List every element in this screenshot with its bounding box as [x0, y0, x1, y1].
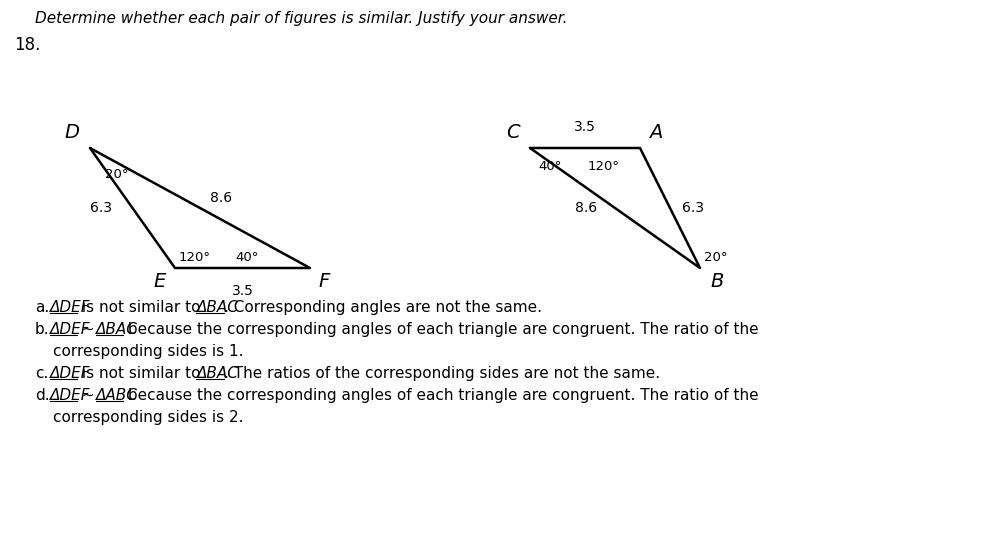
Text: $E$: $E$	[152, 272, 166, 291]
Text: ΔBAC: ΔBAC	[197, 300, 238, 315]
Text: 20°: 20°	[703, 251, 727, 264]
Text: ΔBAC: ΔBAC	[197, 366, 238, 381]
Text: . Corresponding angles are not the same.: . Corresponding angles are not the same.	[224, 300, 542, 315]
Text: 8.6: 8.6	[575, 201, 597, 215]
Text: 3.5: 3.5	[232, 284, 253, 298]
Text: corresponding sides is 2.: corresponding sides is 2.	[53, 410, 244, 425]
Text: ΔDEF: ΔDEF	[49, 322, 90, 337]
Text: . The ratios of the corresponding sides are not the same.: . The ratios of the corresponding sides …	[224, 366, 659, 381]
Text: corresponding sides is 1.: corresponding sides is 1.	[53, 344, 244, 359]
Text: $A$: $A$	[647, 123, 662, 142]
Text: d.: d.	[35, 388, 49, 403]
Text: ΔDEF: ΔDEF	[49, 366, 90, 381]
Text: ∼: ∼	[76, 322, 99, 337]
Text: 40°: 40°	[235, 251, 258, 264]
Text: 6.3: 6.3	[90, 201, 112, 215]
Text: 40°: 40°	[538, 160, 561, 173]
Text: 3.5: 3.5	[574, 120, 596, 134]
Text: is not similar to: is not similar to	[76, 366, 205, 381]
Text: ∼: ∼	[76, 388, 99, 403]
Text: b.: b.	[35, 322, 49, 337]
Text: $F$: $F$	[318, 272, 331, 291]
Text: 6.3: 6.3	[681, 201, 703, 215]
Text: 20°: 20°	[105, 168, 128, 181]
Text: $C$: $C$	[506, 123, 522, 142]
Text: $D$: $D$	[64, 123, 80, 142]
Text: ΔDEF: ΔDEF	[49, 388, 90, 403]
Text: is not similar to: is not similar to	[76, 300, 205, 315]
Text: ΔDEF: ΔDEF	[49, 300, 90, 315]
Text: because the corresponding angles of each triangle are congruent. The ratio of th: because the corresponding angles of each…	[122, 322, 758, 337]
Text: because the corresponding angles of each triangle are congruent. The ratio of th: because the corresponding angles of each…	[122, 388, 758, 403]
Text: Determine whether each pair of figures is similar. Justify your answer.: Determine whether each pair of figures i…	[35, 11, 567, 26]
Text: 8.6: 8.6	[210, 191, 232, 205]
Text: 120°: 120°	[588, 160, 620, 173]
Text: 18.: 18.	[14, 36, 40, 54]
Text: c.: c.	[35, 366, 48, 381]
Text: $B$: $B$	[709, 272, 723, 291]
Text: a.: a.	[35, 300, 49, 315]
Text: ΔABC: ΔABC	[95, 388, 137, 403]
Text: 120°: 120°	[179, 251, 211, 264]
Text: ΔBAC: ΔBAC	[95, 322, 137, 337]
